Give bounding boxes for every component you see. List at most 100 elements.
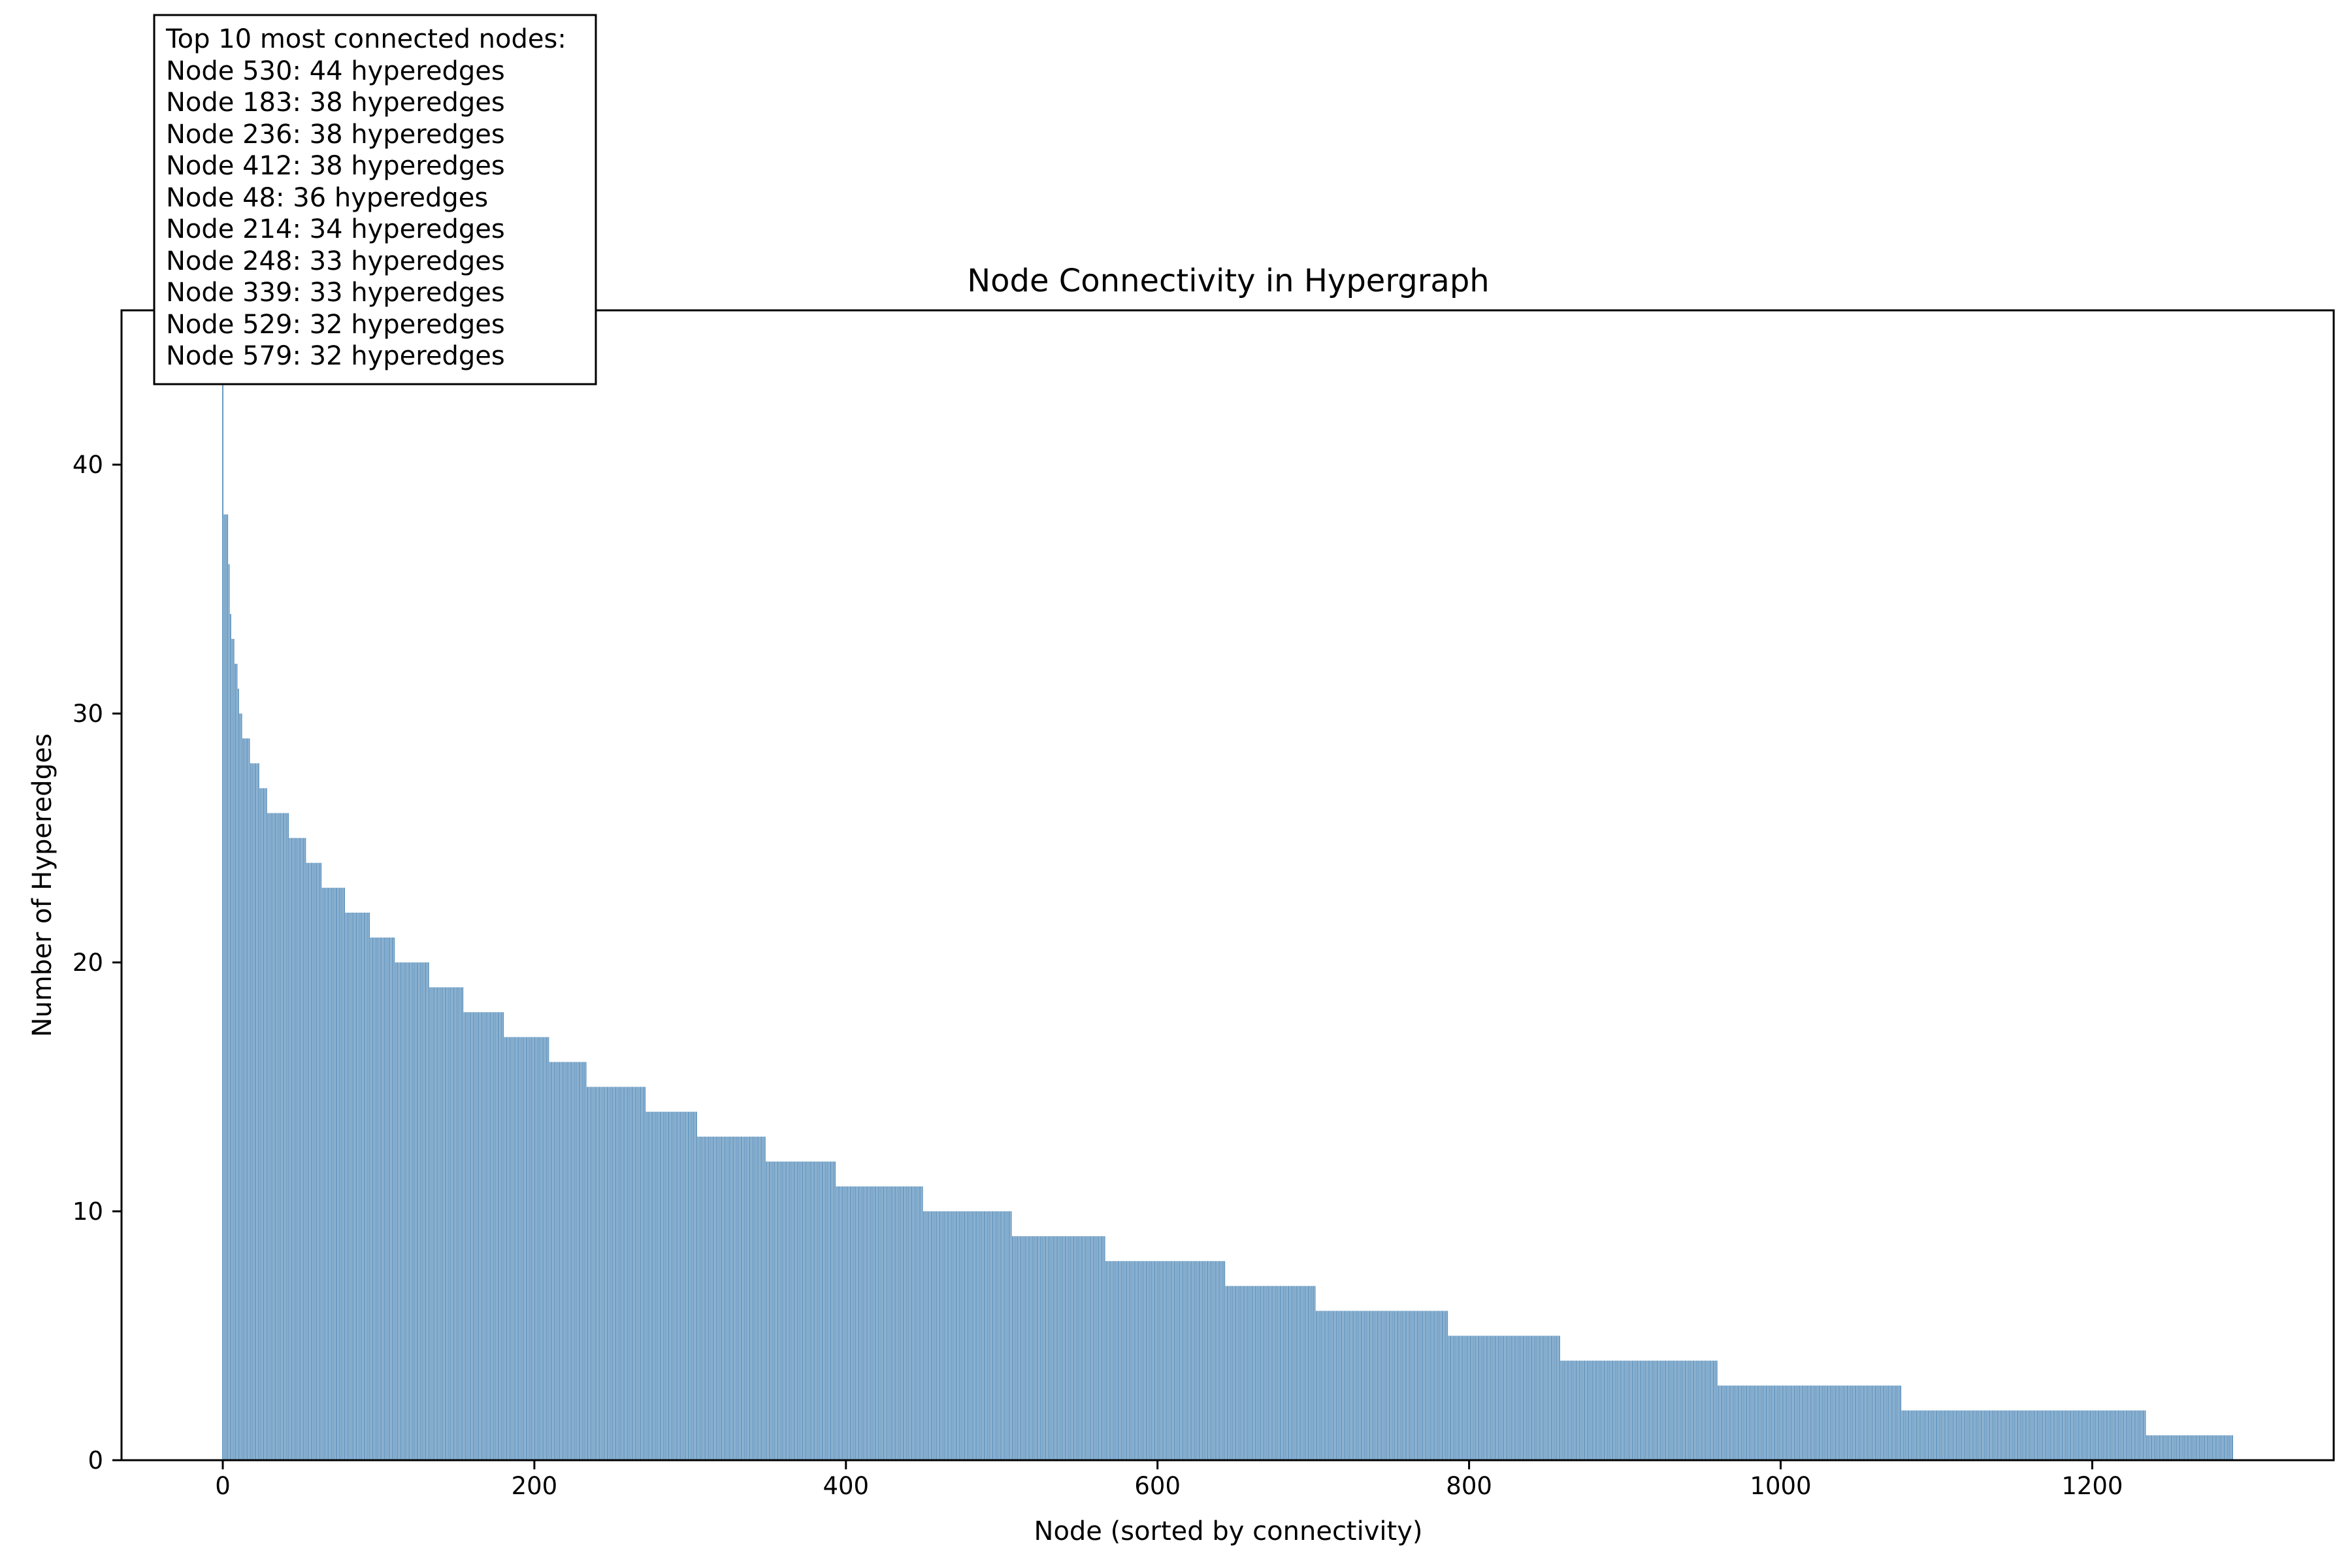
bar (1399, 1311, 1401, 1460)
bar (653, 1111, 655, 1460)
bar (804, 1161, 806, 1460)
bar (472, 1012, 474, 1460)
bar (764, 1136, 766, 1460)
bar (507, 1037, 509, 1460)
bar (1985, 1410, 1987, 1460)
x-axis-ticks: 0 200 400 600 800 1000 1200 (215, 1460, 2123, 1500)
bar (2077, 1410, 2079, 1460)
bar (1298, 1286, 1300, 1460)
bar (1250, 1286, 1252, 1460)
bar (1839, 1385, 1841, 1460)
bar (374, 938, 376, 1460)
bar (1667, 1360, 1669, 1460)
bar (1856, 1385, 1858, 1460)
bar (284, 813, 286, 1460)
bar (1523, 1335, 1525, 1460)
y-tick-label: 30 (73, 700, 103, 728)
bar (1004, 1211, 1005, 1460)
bar (758, 1136, 760, 1460)
bar (860, 1186, 862, 1460)
x-tick-label: 1000 (1750, 1472, 1811, 1500)
bar (1482, 1335, 1484, 1460)
bar (1258, 1286, 1260, 1460)
bar (1912, 1410, 1914, 1460)
bar (638, 1086, 640, 1460)
bar (2095, 1410, 2097, 1460)
bar (949, 1211, 951, 1460)
bar (1066, 1236, 1068, 1460)
bar (404, 962, 406, 1460)
bar (2014, 1410, 2016, 1460)
bar (1252, 1286, 1254, 1460)
bar (695, 1111, 697, 1460)
bar (1126, 1261, 1127, 1460)
bar (741, 1136, 742, 1460)
bar (409, 962, 411, 1460)
bar (1325, 1311, 1327, 1460)
bar (496, 1012, 498, 1460)
bar (1612, 1360, 1613, 1460)
bar (728, 1136, 730, 1460)
top-node-line: Node 214: 34 hyperedges (166, 214, 505, 244)
bar (1269, 1286, 1271, 1460)
bar (393, 938, 395, 1460)
bar (538, 1037, 540, 1460)
bar (1068, 1236, 1070, 1460)
bar (1099, 1236, 1101, 1460)
bar (1155, 1261, 1157, 1460)
bar (1996, 1410, 1998, 1460)
bar (1209, 1261, 1211, 1460)
bar (1416, 1311, 1418, 1460)
bar (1305, 1286, 1307, 1460)
bar (280, 813, 282, 1460)
bar (1766, 1385, 1767, 1460)
bar (257, 763, 259, 1460)
bar (407, 962, 409, 1460)
bar (2076, 1410, 2078, 1460)
bar (1035, 1236, 1037, 1460)
bar (1803, 1385, 1805, 1460)
bar (984, 1211, 985, 1460)
bar (734, 1136, 736, 1460)
bar (1124, 1261, 1126, 1460)
bar (1239, 1286, 1241, 1460)
bar (658, 1111, 660, 1460)
bar (1183, 1261, 1185, 1460)
bar (1488, 1335, 1490, 1460)
bar (1554, 1335, 1556, 1460)
bar (1666, 1360, 1668, 1460)
bar (1987, 1410, 1989, 1460)
bar (1107, 1261, 1109, 1460)
bar (1538, 1335, 1540, 1460)
bar (1561, 1360, 1563, 1460)
bar (1418, 1311, 1420, 1460)
bar (2213, 1435, 2215, 1460)
bar (399, 962, 401, 1460)
bar (632, 1086, 634, 1460)
bar (608, 1086, 610, 1460)
bar (577, 1062, 579, 1460)
bar (557, 1062, 559, 1460)
bar (1995, 1410, 1997, 1460)
bar (828, 1161, 830, 1460)
bar (617, 1086, 619, 1460)
bar (328, 887, 330, 1460)
bar (1009, 1211, 1011, 1460)
bar (1682, 1360, 1684, 1460)
bar (417, 962, 419, 1460)
bar (1823, 1385, 1825, 1460)
bar (759, 1136, 761, 1460)
bar (1113, 1261, 1115, 1460)
bar (1191, 1261, 1193, 1460)
bar (1624, 1360, 1626, 1460)
bar (1247, 1286, 1249, 1460)
bar (932, 1211, 934, 1460)
bar (247, 738, 249, 1460)
bar (2029, 1410, 2031, 1460)
bar (2062, 1410, 2064, 1460)
bar (2074, 1410, 2076, 1460)
bar (1171, 1261, 1173, 1460)
bar (1549, 1335, 1551, 1460)
bar (1111, 1261, 1113, 1460)
bar (855, 1186, 857, 1460)
